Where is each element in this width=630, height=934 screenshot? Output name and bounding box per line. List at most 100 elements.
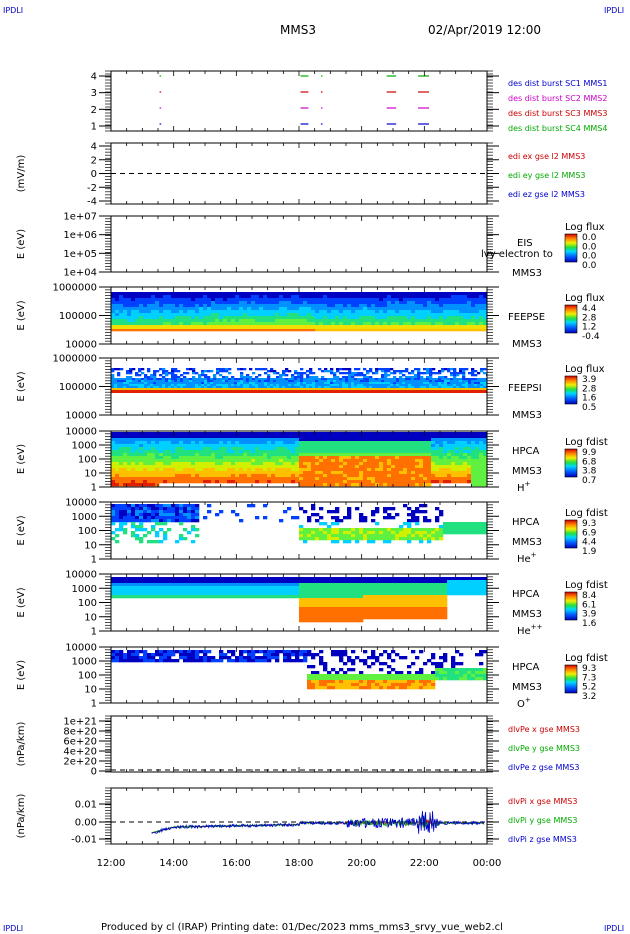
spectro-cell xyxy=(306,386,310,389)
spectro-cell xyxy=(171,462,176,466)
y-tick-label-hpca_he: 1 xyxy=(91,555,97,566)
spectro-cell xyxy=(435,292,440,296)
spectro-cell xyxy=(315,322,320,326)
spectro-cell xyxy=(201,382,205,385)
y-axis-label-feepse: E (eV) xyxy=(16,300,27,330)
spectro-cell xyxy=(327,462,332,466)
spectro-cell xyxy=(151,435,156,439)
spectro-cell xyxy=(467,307,472,311)
spectro-cell xyxy=(275,438,280,442)
spectro-cell xyxy=(159,522,164,526)
spectro-cell xyxy=(479,525,484,529)
spectro-cell xyxy=(363,432,368,436)
spectro-cell xyxy=(119,471,124,475)
spectro-cell xyxy=(363,441,368,445)
spectro-cell xyxy=(467,450,472,454)
spectro-cell xyxy=(471,322,476,326)
spectro-cell xyxy=(139,577,144,581)
spectro-cell xyxy=(243,438,248,442)
spectro-cell xyxy=(439,450,444,454)
spectro-cell xyxy=(219,307,224,311)
spectro-cell xyxy=(303,534,308,538)
spectro-cell xyxy=(300,374,304,377)
spectro-cell xyxy=(315,298,320,302)
spectro-cell xyxy=(480,384,484,387)
spectro-cell xyxy=(283,435,288,439)
spectro-cell xyxy=(403,301,408,305)
spectro-cell xyxy=(311,316,316,320)
spectro-cell xyxy=(287,301,292,305)
spectro-cell xyxy=(139,504,144,508)
spectro-cell xyxy=(263,292,268,296)
spectro-cell xyxy=(351,450,356,454)
spectro-cell xyxy=(177,378,181,381)
spectro-cell xyxy=(475,441,480,445)
spectro-cell xyxy=(139,471,144,475)
spectro-cell xyxy=(307,304,312,308)
spectro-cell xyxy=(259,295,264,299)
spectro-cell xyxy=(347,474,352,478)
spectro-cell xyxy=(471,328,476,332)
spectro-cell xyxy=(311,465,316,469)
spectro-cell xyxy=(115,435,120,439)
spectro-cell xyxy=(455,477,460,481)
spectro-cell xyxy=(251,310,256,314)
spectro-cell xyxy=(455,435,460,439)
spectro-cell xyxy=(455,528,460,532)
spectro-cell xyxy=(477,378,481,381)
spectro-cell xyxy=(111,319,116,323)
spectro-cell xyxy=(235,310,240,314)
spectro-cell xyxy=(483,522,487,526)
spectro-cell xyxy=(179,516,184,520)
spectro-cell xyxy=(215,477,220,481)
spectro-cell xyxy=(213,378,217,381)
spectro-cell xyxy=(119,474,124,478)
spectro-cell xyxy=(471,298,476,302)
spectro-cell xyxy=(279,453,284,457)
spectro-cell xyxy=(367,301,372,305)
spectro-cell xyxy=(381,386,385,389)
spectro-cell xyxy=(287,447,292,451)
spectro-cell xyxy=(192,386,196,389)
spectro-cell xyxy=(239,477,244,481)
spectro-cell xyxy=(411,468,416,472)
spectro-cell xyxy=(295,319,300,323)
spectro-cell xyxy=(135,519,140,523)
spectro-cell xyxy=(307,447,312,451)
spectro-cell xyxy=(479,319,484,323)
spectro-cell xyxy=(171,301,176,305)
spectro-cell xyxy=(407,513,412,517)
spectro-cell xyxy=(467,468,472,472)
spectro-cell xyxy=(131,441,136,445)
spectro-cell xyxy=(189,380,193,383)
spectro-cell xyxy=(427,465,432,469)
y-tick-label-hpca_h: 1 xyxy=(91,483,97,494)
spectro-cell xyxy=(369,368,373,371)
spectro-cell xyxy=(179,298,184,302)
spectro-cell xyxy=(287,316,292,320)
spectro-cell xyxy=(303,459,308,463)
spectro-cell xyxy=(271,319,276,323)
spectro-cell xyxy=(143,477,148,481)
spectro-cell xyxy=(199,432,204,436)
spectro-cell xyxy=(139,513,144,517)
spectro-cell xyxy=(191,480,196,484)
y-tick-label-hpca_he: 10000 xyxy=(65,498,97,509)
spectro-cell xyxy=(351,474,356,478)
spectro-cell xyxy=(228,384,232,387)
spectro-cell xyxy=(171,513,176,517)
spectro-cell xyxy=(439,295,444,299)
spectro-cell xyxy=(432,384,436,387)
spectro-cell xyxy=(375,453,380,457)
spectro-cell xyxy=(243,307,248,311)
spectro-cell xyxy=(447,382,451,385)
spectro-cell xyxy=(247,468,252,472)
spectro-cell xyxy=(431,438,436,442)
spectro-cell xyxy=(183,372,187,375)
spectro-cell xyxy=(263,301,268,305)
spectro-cell xyxy=(363,534,368,538)
spectro-cell xyxy=(291,319,296,323)
spectro-cell xyxy=(123,468,128,472)
colorbar-title-hpca_he: Log fdist xyxy=(565,508,608,519)
spectro-cell xyxy=(414,382,418,385)
